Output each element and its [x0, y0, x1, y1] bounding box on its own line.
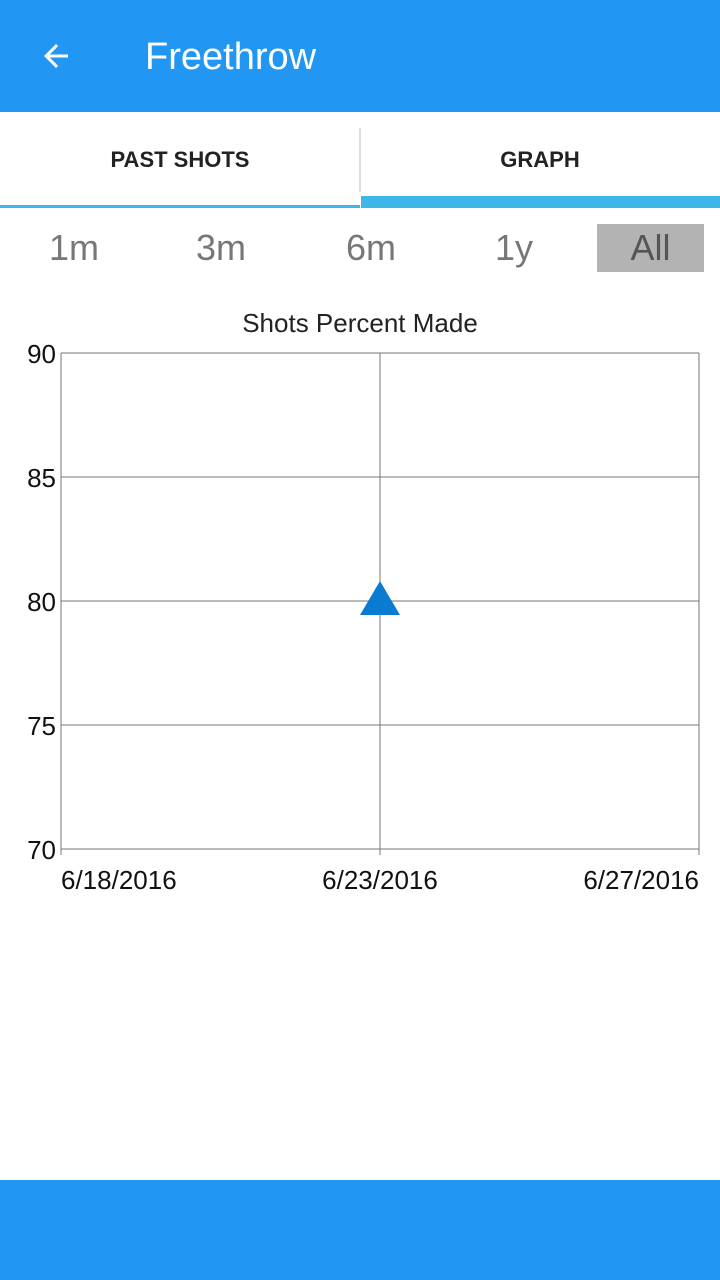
x-tick-label: 6/27/2016 — [583, 865, 699, 895]
y-tick-label: 80 — [27, 587, 56, 617]
range-3m-button[interactable]: 3m — [195, 227, 246, 268]
tab-past-shots[interactable]: PAST SHOTS — [110, 147, 250, 172]
y-tick-label: 70 — [27, 835, 56, 865]
x-tick-label: 6/23/2016 — [322, 865, 438, 895]
tab-underline — [0, 205, 360, 208]
arrow-back-icon — [44, 44, 68, 68]
app-bar: Freethrow — [0, 0, 720, 112]
back-button[interactable] — [22, 22, 90, 90]
tab-graph[interactable]: GRAPH — [500, 147, 580, 172]
range-6m-button[interactable]: 6m — [345, 227, 396, 268]
range-selector: 1m 3m 6m 1y All — [0, 224, 720, 274]
bottom-bar — [0, 1180, 720, 1280]
range-1y-button[interactable]: 1y — [494, 227, 534, 268]
y-tick-label: 75 — [27, 711, 56, 741]
shots-chart: Shots Percent Made 90 85 80 75 70 6/18/2016 6/2… — [0, 300, 720, 910]
range-1m-button[interactable]: 1m — [48, 227, 99, 268]
chart-title: Shots Percent Made — [242, 308, 478, 338]
range-all-button[interactable]: All — [597, 224, 704, 272]
tab-divider — [359, 128, 361, 192]
app-title: Freethrow — [145, 36, 317, 78]
y-tick-label: 85 — [27, 463, 56, 493]
x-tick-label: 6/18/2016 — [61, 865, 177, 895]
y-tick-label: 90 — [27, 339, 56, 369]
chart-svg: Shots Percent Made 90 85 80 75 706/18/2016 6/2… — [27, 308, 700, 895]
tab-selected-indicator — [361, 196, 720, 208]
data-point-triangle — [360, 581, 400, 615]
tab-bar: PAST SHOTS GRAPH — [0, 112, 720, 208]
